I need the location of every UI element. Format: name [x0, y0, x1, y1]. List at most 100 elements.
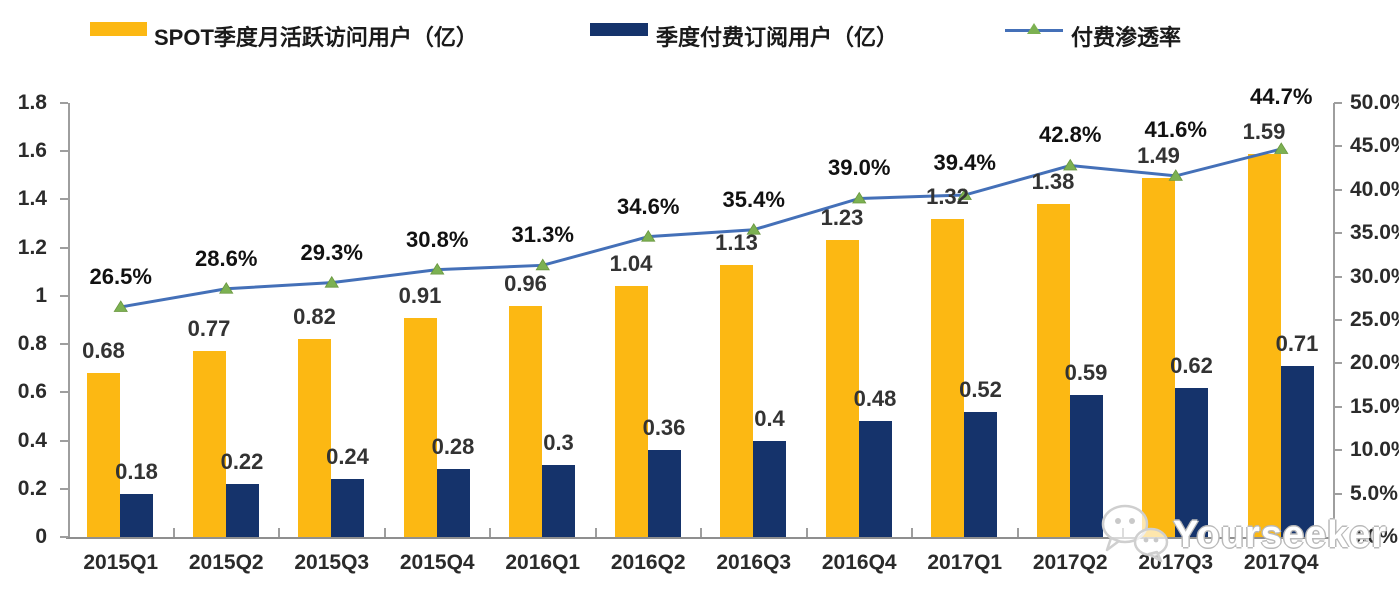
right-axis-tick-label: 40.0% [1350, 177, 1399, 201]
x-axis-label: 2015Q3 [294, 551, 370, 574]
active-users-value-label: 0.68 [82, 338, 125, 364]
triangle-marker [430, 262, 445, 275]
active-users-value-label: 1.32 [926, 183, 969, 209]
active-users-value-label: 1.23 [820, 205, 864, 231]
right-axis-tick-label: 25.0% [1350, 308, 1399, 331]
navy-bar-swatch [590, 23, 648, 36]
bar-paid-subscribers [120, 493, 153, 537]
left-axis-tick-label: 1.4 [17, 187, 47, 211]
x-axis-label: 2015Q4 [399, 551, 475, 574]
left-axis-tick [60, 391, 68, 394]
watermark: Yourseeker [1095, 498, 1399, 570]
bar-paid-subscribers [858, 421, 892, 537]
bar-paid-subscribers [542, 464, 575, 537]
x-axis-tick [594, 528, 597, 537]
bar-active-users [509, 305, 542, 537]
triangle-marker-icon [1027, 23, 1041, 34]
paid-subscribers-value-label: 0.52 [959, 376, 1002, 402]
right-axis-tick-label: 0.0% [1350, 525, 1398, 548]
left-axis-tick-label: 0.4 [17, 428, 47, 452]
legend-label-penetration-rate: 付费渗透率 [1071, 25, 1182, 50]
right-axis-tick-label: 50.0% [1350, 91, 1399, 114]
paid-subscribers-value-label: 0.59 [1064, 359, 1108, 385]
penetration-rate-label: 39.4% [933, 150, 996, 175]
x-axis-line [66, 537, 1336, 539]
bar-active-users [720, 264, 753, 537]
right-axis-tick [1334, 319, 1342, 321]
triangle-marker [535, 258, 550, 271]
bar-paid-subscribers [331, 479, 364, 537]
x-axis-tick [172, 528, 175, 537]
x-axis-label: 2016Q4 [821, 551, 897, 574]
right-axis-tick-label: 35.0% [1350, 221, 1399, 245]
bar-paid-subscribers [1175, 387, 1208, 537]
active-users-value-label: 0.96 [504, 270, 547, 296]
triangle-marker [852, 191, 867, 204]
right-axis-tick [1334, 188, 1342, 191]
bar-active-users [298, 339, 331, 537]
x-axis-label: 2015Q1 [83, 551, 159, 574]
left-axis-tick-label: 0.6 [17, 380, 47, 404]
right-axis-tick [1334, 405, 1342, 408]
penetration-rate-label: 41.6% [1144, 116, 1207, 142]
active-users-value-label: 1.38 [1031, 169, 1075, 195]
bar-active-users [403, 317, 437, 537]
x-axis-tick [911, 528, 913, 537]
right-axis-tick [1334, 275, 1342, 278]
triangle-marker [641, 229, 656, 242]
penetration-rate-label: 31.3% [511, 222, 574, 248]
right-axis-tick-label: 5.0% [1350, 481, 1398, 505]
x-axis-label: 2016Q2 [610, 551, 686, 574]
bar-paid-subscribers [964, 411, 997, 537]
right-axis-tick [1334, 102, 1342, 104]
penetration-rate-label: 44.7% [1250, 84, 1313, 109]
x-axis-label: 2017Q1 [927, 551, 1003, 574]
active-users-value-label: 0.82 [293, 304, 336, 330]
bar-paid-subscribers [1280, 365, 1314, 537]
penetration-rate-label: 29.3% [300, 239, 363, 265]
paid-subscribers-value-label: 0.24 [326, 444, 369, 470]
legend-label-paid-subscribers: 季度付费订阅用户（亿） [656, 25, 899, 50]
left-axis-tick-label: 0.2 [17, 476, 47, 500]
bar-paid-subscribers [753, 440, 786, 537]
left-axis-tick-label: 1.2 [17, 235, 47, 259]
right-axis-tick [1334, 232, 1342, 235]
left-axis-tick [60, 536, 68, 538]
penetration-rate-label: 26.5% [89, 263, 152, 289]
right-axis-tick [1334, 362, 1342, 365]
paid-subscribers-value-label: 0.36 [642, 415, 686, 441]
left-axis-tick [60, 343, 68, 346]
paid-subscribers-value-label: 0.71 [1275, 330, 1319, 356]
active-users-value-label: 1.59 [1242, 118, 1286, 144]
legend-label-active-users: SPOT季度月活跃访问用户（亿） [154, 25, 478, 50]
x-axis-label: 2016Q3 [716, 551, 792, 574]
left-axis-tick-label: 1.8 [17, 91, 47, 114]
watermark-text: Yourseeker [1173, 514, 1388, 556]
triangle-marker [219, 281, 234, 294]
active-users-value-label: 1.13 [715, 229, 758, 255]
left-axis-tick [60, 150, 68, 153]
wechat-icon [1101, 504, 1169, 563]
left-axis-tick [60, 198, 68, 201]
bar-paid-subscribers [225, 483, 259, 537]
bar-paid-subscribers [1069, 394, 1103, 537]
x-axis-label: 2016Q1 [505, 551, 581, 574]
bar-active-users [192, 351, 226, 537]
x-axis-tick [1227, 528, 1230, 537]
paid-subscribers-value-label: 0.28 [431, 434, 475, 460]
bar-active-users [87, 373, 120, 537]
penetration-rate-label: 28.6% [195, 245, 258, 271]
left-axis-tick-label: 1.6 [17, 139, 47, 163]
active-users-value-label: 0.77 [187, 316, 231, 342]
left-axis-tick [60, 294, 68, 297]
penetration-rate-label: 35.4% [722, 186, 785, 212]
right-axis-tick-label: 45.0% [1350, 134, 1399, 158]
active-users-value-label: 1.04 [609, 251, 653, 277]
right-axis-tick-label: 10.0% [1350, 438, 1399, 462]
paid-subscribers-value-label: 0.18 [115, 458, 158, 484]
x-axis-label: 2015Q2 [188, 551, 264, 574]
triangle-marker [324, 275, 339, 288]
paid-subscribers-value-label: 0.22 [220, 448, 264, 474]
penetration-rate-label: 39.0% [828, 155, 891, 181]
bar-paid-subscribers [647, 450, 681, 537]
